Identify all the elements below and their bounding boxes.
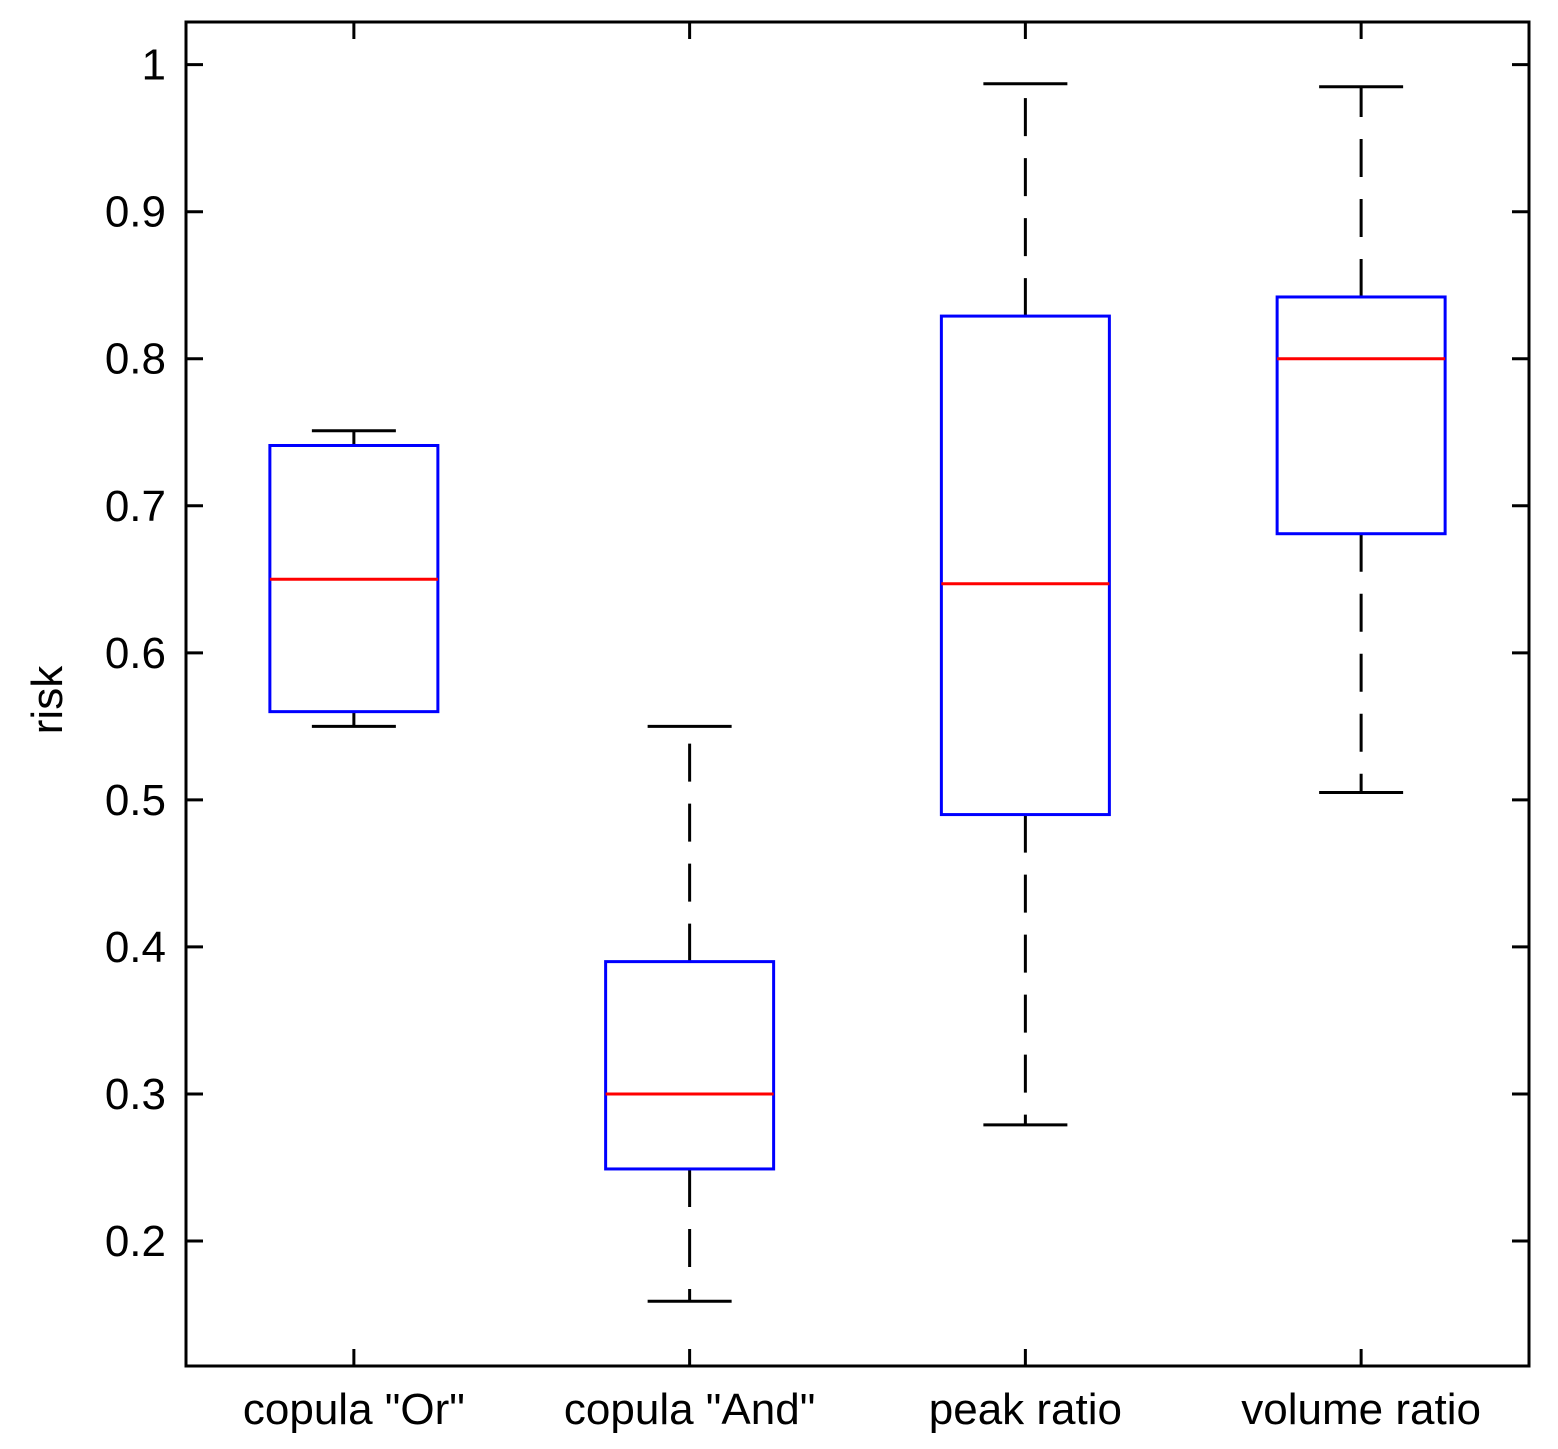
box-iqr [939,314,1111,817]
y-tick-label: 0.7 [105,482,166,531]
box-series [268,82,1447,1303]
y-tick-label: 0.8 [105,335,166,384]
box-group [1275,85,1447,795]
y-tick-label: 0.4 [105,923,166,972]
axes-frame [184,20,1531,1368]
y-tick-label: 0.5 [105,776,166,825]
box-group [268,429,440,728]
x-category-labels: copula "Or" copula "And" peak ratio volume … [243,1385,1481,1434]
box-iqr [604,960,776,1171]
y-axis-label: risk [23,665,72,734]
box-group [939,82,1111,1127]
box-iqr [1275,295,1447,536]
y-tick-label: 0.9 [105,188,166,237]
x-category-label: volume ratio [1241,1385,1481,1434]
y-tick-label: 1 [142,41,166,90]
x-category-label: copula "Or" [243,1385,465,1434]
y-tick-label: 0.3 [105,1070,166,1119]
y-tick-label: 0.6 [105,629,166,678]
y-tick-label: 0.2 [105,1217,166,1266]
x-category-label: peak ratio [929,1385,1122,1434]
y-ticks: 0.2 0.3 0.4 0.5 0.6 0.7 0.8 0.9 1 [105,22,1529,1366]
box-group [604,724,776,1303]
x-category-label: copula "And" [564,1385,815,1434]
